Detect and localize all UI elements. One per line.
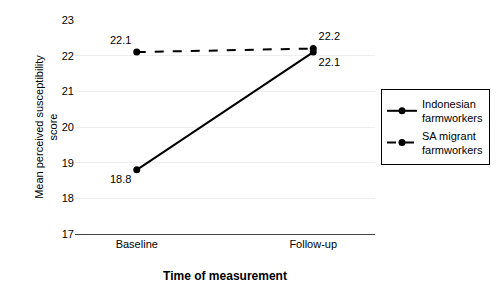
- svg-text:Baseline: Baseline: [116, 238, 158, 250]
- svg-text:Indonesianfarmworkers: Indonesianfarmworkers: [422, 98, 483, 124]
- svg-text:18: 18: [62, 192, 74, 204]
- svg-text:21: 21: [62, 85, 74, 97]
- svg-text:22: 22: [62, 50, 74, 62]
- svg-text:17: 17: [62, 228, 74, 240]
- svg-text:SA migrantfarmworkers: SA migrantfarmworkers: [422, 130, 483, 156]
- svg-text:22.1: 22.1: [110, 34, 131, 46]
- svg-text:Mean perceived susceptibilitys: Mean perceived susceptibilityscore: [33, 55, 59, 199]
- svg-text:19: 19: [62, 157, 74, 169]
- svg-text:22.2: 22.2: [319, 30, 340, 42]
- svg-text:20: 20: [62, 121, 74, 133]
- svg-text:18.8: 18.8: [110, 173, 131, 185]
- svg-text:23: 23: [62, 14, 74, 26]
- svg-text:Time of measurement: Time of measurement: [163, 269, 287, 283]
- svg-text:Follow-up: Follow-up: [289, 238, 337, 250]
- svg-text:22.1: 22.1: [319, 56, 340, 68]
